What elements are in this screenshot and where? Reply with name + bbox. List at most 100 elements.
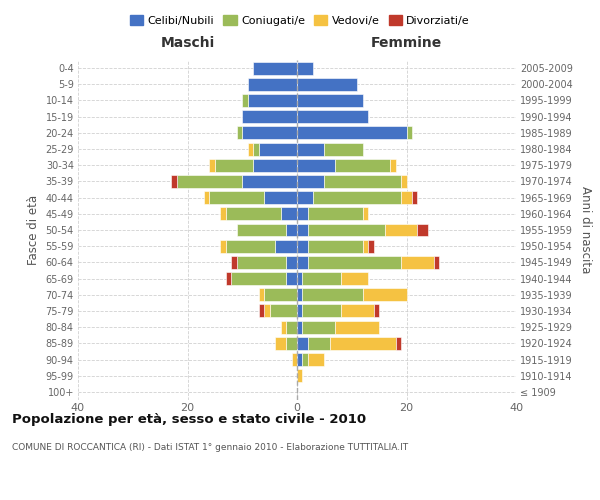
Bar [401,256,434,269]
Bar [302,304,341,318]
Bar [297,159,335,172]
Bar [281,320,286,334]
Bar [308,256,401,269]
Bar [232,272,286,285]
Bar [302,353,308,366]
Bar [269,304,297,318]
Bar [297,94,363,107]
Bar [363,208,368,220]
Bar [363,288,407,301]
Bar [226,240,275,252]
Bar [434,256,439,269]
Bar [248,142,253,156]
Bar [220,240,226,252]
Bar [407,126,412,140]
Bar [401,175,407,188]
Bar [335,320,379,334]
Bar [242,175,297,188]
Bar [232,256,237,269]
Bar [242,126,297,140]
Bar [253,159,297,172]
Bar [297,256,308,269]
Bar [308,337,330,350]
Bar [297,142,325,156]
Bar [297,240,308,252]
Bar [302,272,341,285]
Bar [264,304,269,318]
Bar [385,224,418,236]
Bar [237,126,242,140]
Bar [286,256,297,269]
Y-axis label: Fasce di età: Fasce di età [27,195,40,265]
Bar [341,272,368,285]
Bar [297,110,368,123]
Bar [220,208,226,220]
Bar [297,337,308,350]
Bar [297,78,357,91]
Bar [286,224,297,236]
Bar [302,320,335,334]
Bar [209,191,264,204]
Text: Popolazione per età, sesso e stato civile - 2010: Popolazione per età, sesso e stato civil… [12,412,366,426]
Bar [297,175,325,188]
Bar [226,272,232,285]
Bar [308,224,385,236]
Bar [325,142,363,156]
Bar [368,240,374,252]
Bar [286,337,297,350]
Bar [297,126,407,140]
Bar [412,191,418,204]
Bar [226,208,281,220]
Y-axis label: Anni di nascita: Anni di nascita [578,186,592,274]
Bar [242,94,248,107]
Bar [308,353,325,366]
Bar [259,304,264,318]
Bar [297,208,308,220]
Bar [297,272,302,285]
Text: Maschi: Maschi [160,36,215,51]
Bar [286,320,297,334]
Bar [330,337,395,350]
Bar [248,78,297,91]
Bar [395,337,401,350]
Bar [297,224,308,236]
Bar [281,208,297,220]
Bar [313,191,401,204]
Bar [308,240,363,252]
Text: COMUNE DI ROCCANTICA (RI) - Dati ISTAT 1° gennaio 2010 - Elaborazione TUTTITALIA: COMUNE DI ROCCANTICA (RI) - Dati ISTAT 1… [12,442,408,452]
Bar [275,337,286,350]
Bar [275,240,297,252]
Bar [237,256,286,269]
Bar [390,159,395,172]
Bar [264,191,297,204]
Bar [401,191,412,204]
Bar [176,175,242,188]
Legend: Celibi/Nubili, Coniugati/e, Vedovi/e, Divorziati/e: Celibi/Nubili, Coniugati/e, Vedovi/e, Di… [128,13,472,28]
Bar [204,191,209,204]
Bar [237,224,286,236]
Bar [297,191,313,204]
Bar [297,304,302,318]
Bar [297,62,313,74]
Bar [297,320,302,334]
Bar [286,272,297,285]
Bar [248,94,297,107]
Bar [302,288,363,301]
Bar [259,142,297,156]
Bar [253,142,259,156]
Bar [209,159,215,172]
Bar [325,175,401,188]
Bar [215,159,253,172]
Bar [259,288,264,301]
Bar [418,224,428,236]
Bar [297,353,302,366]
Bar [264,288,297,301]
Bar [292,353,297,366]
Bar [297,288,302,301]
Bar [253,62,297,74]
Bar [363,240,368,252]
Text: Femmine: Femmine [371,36,442,51]
Bar [297,369,302,382]
Bar [242,110,297,123]
Bar [308,208,363,220]
